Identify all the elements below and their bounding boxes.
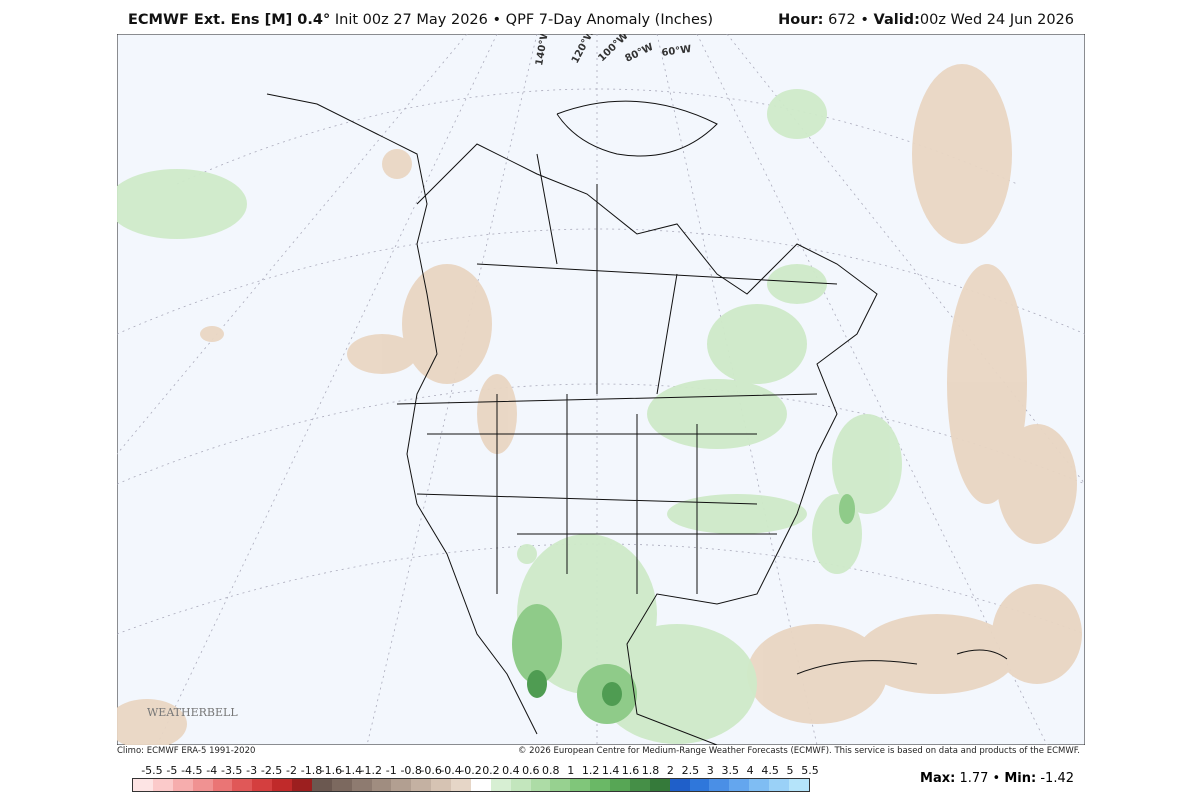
- colorbar-cell: [570, 779, 591, 791]
- colorbar-label: -4.5: [181, 764, 203, 777]
- colorbar-label: -5: [166, 764, 178, 777]
- logo: WEATHERBELL: [147, 706, 238, 719]
- colorbar-cell: [252, 779, 273, 791]
- init: Init 00z 27 May 2026: [334, 12, 488, 28]
- colorbar-cell: [689, 779, 710, 791]
- colorbar-cell: [590, 779, 610, 791]
- colorbar-cell: [490, 779, 511, 791]
- model: ECMWF Ext. Ens [M] 0.4°: [128, 12, 331, 28]
- colorbar-label: 4.5: [761, 764, 779, 777]
- min: -1.42: [1040, 771, 1074, 786]
- colorbar-label: 0.8: [542, 764, 560, 777]
- colorbar-cell: [192, 779, 213, 791]
- colorbar-cell: [451, 779, 471, 791]
- colorbar-cell: [788, 779, 809, 791]
- colorbar-label: -1: [385, 764, 397, 777]
- colorbar-cell: [729, 779, 750, 791]
- colorbar-label: 1.8: [641, 764, 660, 777]
- colorbar-cell: [550, 779, 571, 791]
- colorbar-cell: [649, 779, 670, 791]
- colorbar-label: 2: [666, 764, 674, 777]
- copyright: © 2026 European Centre for Medium-Range …: [517, 746, 1080, 756]
- hour-label: Hour:: [778, 12, 824, 28]
- coastlines: [266, 93, 1008, 745]
- colorbar-label: 1: [567, 764, 575, 777]
- colorbar-cell: [470, 779, 491, 791]
- colorbar-cell: [292, 779, 312, 791]
- product: QPF 7-Day Anomaly (Inches): [505, 12, 714, 28]
- colorbar-label: -5.5: [141, 764, 163, 777]
- colorbar-cell: [371, 779, 392, 791]
- colorbar-cell: [133, 779, 153, 791]
- colorbar-label: 2.5: [681, 764, 700, 777]
- colorbar-label: -1.6: [320, 764, 343, 777]
- colorbar-label: 5.5: [801, 764, 819, 777]
- colorbar-cell: [172, 779, 193, 791]
- colorbar-label: -4: [206, 764, 218, 777]
- longitude-label: 60°W: [661, 44, 692, 59]
- colorbar-cell: [431, 779, 451, 791]
- colorbar-cell: [232, 779, 253, 791]
- colorbar-label: -1.4: [340, 764, 363, 777]
- colorbar-label: 0.4: [502, 764, 520, 777]
- colorbar-label: 0.6: [522, 764, 540, 777]
- colorbar-label: -0.8: [400, 764, 422, 777]
- stats: Max: 1.77 • Min: -1.42: [920, 771, 1074, 786]
- header-left: ECMWF Ext. Ens [M] 0.4° Init 00z 27 May …: [128, 12, 713, 28]
- colorbar-cell: [530, 779, 551, 791]
- anomaly-fields: [117, 64, 1082, 745]
- colorbar: [132, 778, 810, 792]
- climo: Climo: ECMWF ERA-5 1991-2020: [117, 746, 256, 756]
- colorbar-label: 1.4: [601, 764, 620, 777]
- colorbar-label: 4: [746, 764, 754, 777]
- colorbar-cell: [709, 779, 730, 791]
- separator: •: [992, 771, 1001, 786]
- colorbar-label: -0.2: [460, 764, 482, 777]
- colorbar-cell: [769, 779, 789, 791]
- colorbar-cell: [331, 779, 352, 791]
- colorbar-label: -0.6: [420, 764, 442, 777]
- colorbar-label: -1.8: [300, 764, 323, 777]
- colorbar-label: 0.2: [482, 764, 500, 777]
- map: 140°W 120°W 100°W80°W 60°W WEATHERBELL: [117, 34, 1085, 745]
- colorbar-label: -1.2: [360, 764, 383, 777]
- hour: 672: [828, 12, 856, 28]
- colorbar-cell: [610, 779, 630, 791]
- max: 1.77: [959, 771, 989, 786]
- colorbar-cell: [749, 779, 769, 791]
- colorbar-cell: [510, 779, 531, 791]
- colorbar-cell: [629, 779, 650, 791]
- colorbar-cell: [391, 779, 412, 791]
- colorbar-cell: [411, 779, 432, 791]
- colorbar-label: 3.5: [721, 764, 739, 777]
- colorbar-label: 3: [706, 764, 714, 777]
- separator: •: [860, 12, 869, 28]
- colorbar-label: -3.5: [220, 764, 243, 777]
- valid: 00z Wed 24 Jun 2026: [919, 12, 1074, 28]
- valid-label: Valid:: [873, 12, 920, 28]
- colorbar-label: -2.5: [260, 764, 283, 777]
- colorbar-cell: [152, 779, 173, 791]
- separator: •: [492, 12, 502, 28]
- colorbar-label: 1.2: [581, 764, 600, 777]
- colorbar-cell: [351, 779, 372, 791]
- header-right: Hour: 672 • Valid:00z Wed 24 Jun 2026: [778, 12, 1074, 28]
- colorbar-cell: [272, 779, 292, 791]
- colorbar-label: 1.6: [621, 764, 640, 777]
- colorbar-label: -3: [246, 764, 258, 777]
- colorbar-cell: [311, 779, 332, 791]
- colorbar-label: -0.4: [440, 764, 462, 777]
- colorbar-cell: [669, 779, 690, 791]
- colorbar-cell: [212, 779, 233, 791]
- min-label: Min:: [1004, 771, 1037, 786]
- colorbar-label: -2: [286, 764, 297, 777]
- colorbar-label: 5: [786, 764, 794, 777]
- max-label: Max:: [920, 771, 956, 786]
